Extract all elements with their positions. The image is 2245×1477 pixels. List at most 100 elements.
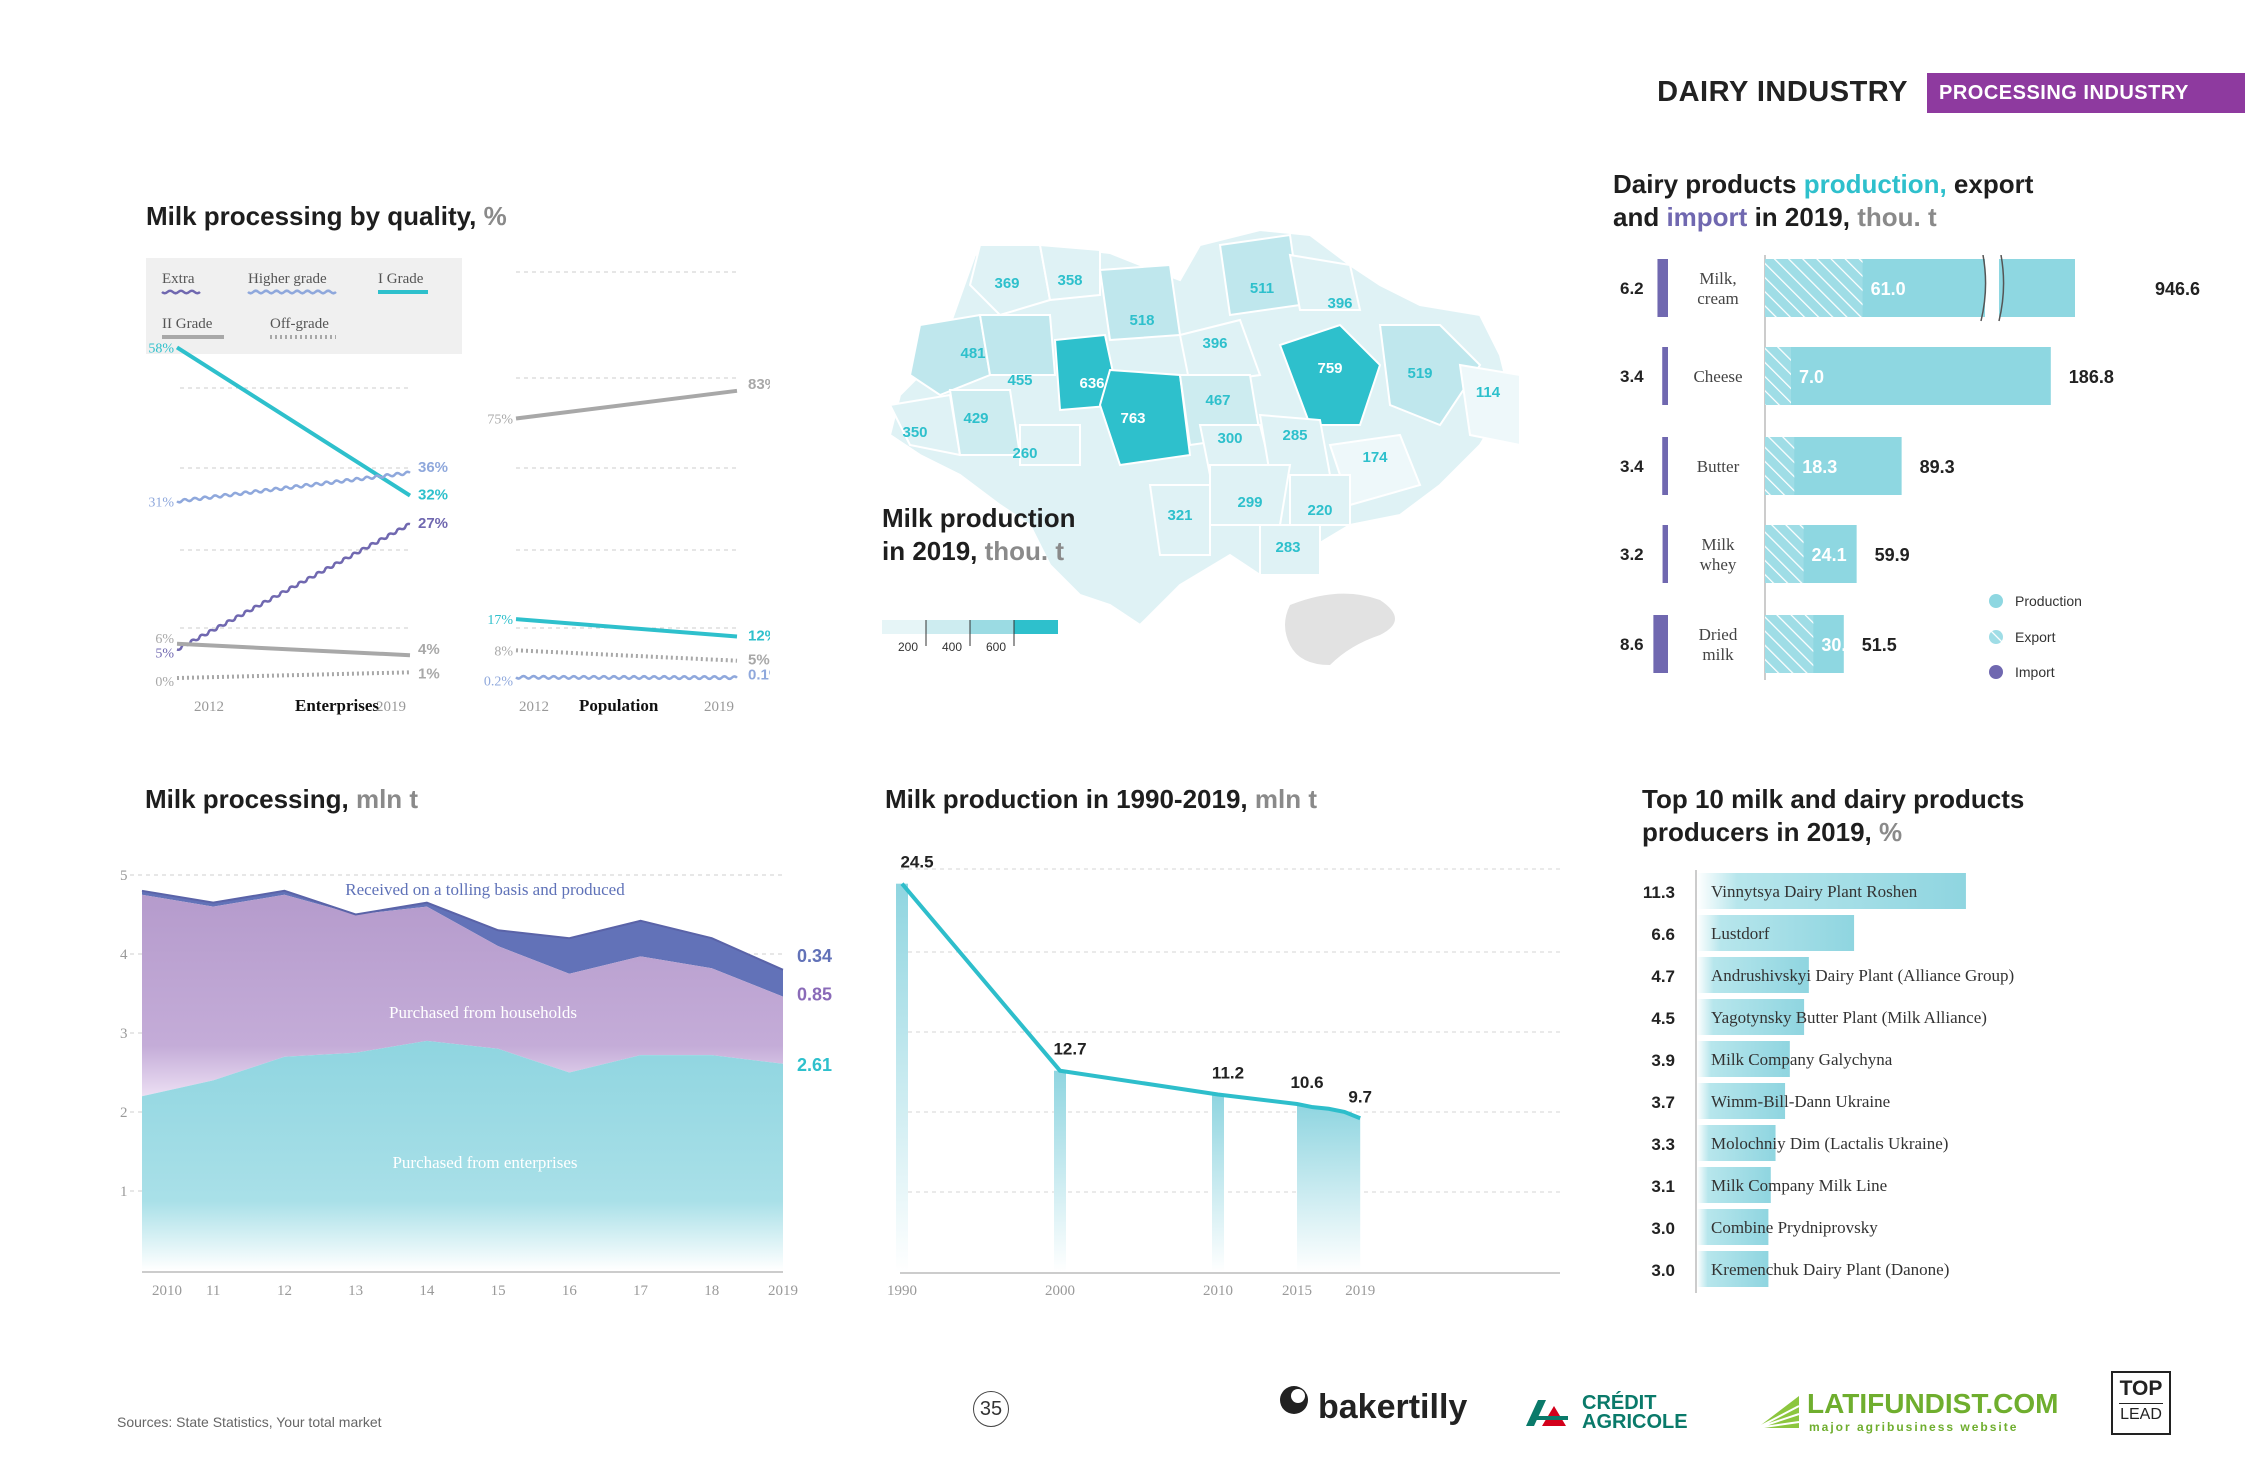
year-column (1054, 1070, 1066, 1272)
map-region-220 (1289, 474, 1351, 526)
legend-iigrade: II Grade (162, 316, 213, 332)
import-value: 3.4 (1620, 457, 1644, 476)
legend-higher: Higher grade (248, 271, 327, 287)
pop-end-label: 0.1% (748, 667, 770, 684)
processing-title: Milk processing, mln t (145, 783, 418, 816)
map-regions (888, 228, 1520, 665)
ent-label: Enterprises (295, 696, 379, 715)
export-value: 30.2 (1821, 635, 1856, 655)
series-line-extra (161, 289, 201, 295)
top10-company: Wimm-Bill-Dann Ukraine (1711, 1092, 1890, 1111)
top10-value: 6.6 (1651, 925, 1675, 944)
series-line-higher-grade (247, 289, 337, 295)
dairy-category: Butter (1697, 457, 1740, 476)
toplead-logo: TOP LEAD (2111, 1371, 2171, 1435)
bakertilly-icon (1280, 1386, 1308, 1414)
ent-start-label: 5% (155, 647, 174, 662)
x-tick: 16 (562, 1283, 578, 1299)
ent-end-label: 4% (418, 641, 440, 658)
processing-areas (141, 889, 784, 1270)
latifundist-logo: LATIFUNDIST.COM major agribusiness websi… (1755, 1388, 2075, 1438)
region-value-285: 285 (1282, 427, 1307, 444)
area-tolling (142, 890, 783, 997)
ent-start-label: 6% (155, 632, 174, 647)
map-region-114 (1458, 363, 1520, 447)
ent-end-label: 32% (418, 487, 448, 504)
legend-extra: Extra (162, 271, 195, 287)
top10-bar (1697, 999, 1805, 1035)
y-tick: 1 (120, 1184, 128, 1200)
top10-title-unit: % (1878, 817, 1903, 847)
label-enterprises: Purchased from enterprises (392, 1153, 577, 1172)
ent-start-label: 58% (148, 341, 174, 356)
dairy-category: cream (1697, 289, 1739, 308)
series-line-off-grade (515, 648, 738, 663)
region-value-350: 350 (902, 424, 927, 441)
legend-igrade: I Grade (378, 271, 424, 287)
area-households (142, 894, 783, 1097)
quality-title: Milk processing by quality, % (146, 200, 507, 233)
map-scale: 200 400 600 (882, 620, 1058, 654)
dairy-title-year: in 2019, (1747, 202, 1858, 232)
dairy-category: Milk, (1699, 269, 1736, 288)
agricole-text: AGRICOLE (1582, 1411, 1688, 1433)
x-tick: 17 (633, 1283, 649, 1299)
ukraine-map: 369 358 518 511 396 481 455 636 396 759 519 114 350 4… (888, 228, 1520, 665)
axis-break (1985, 255, 1999, 321)
legend-import: Import (2015, 664, 2055, 680)
map-region-369 (968, 244, 1052, 317)
quality-title-unit: % (483, 201, 507, 231)
toplead-lead: LEAD (2119, 1403, 2163, 1424)
map-title-line1: Milk production (882, 503, 1076, 533)
map-region-283 (1259, 524, 1321, 576)
section-badge: PROCESSING INDUSTRY (1927, 73, 2245, 113)
production-value-label: 9.7 (1348, 1087, 1372, 1106)
region-value-763: 763 (1120, 410, 1145, 427)
map-title-line2: in 2019, (882, 536, 985, 566)
pop-year-end: 2019 (704, 699, 734, 715)
ent-year-end: 2019 (376, 699, 406, 715)
ent-end-label: 36% (418, 459, 448, 476)
scale-step-3 (970, 620, 1014, 634)
production-value: 51.5 (1862, 635, 1897, 655)
series-line-off-grade (176, 670, 411, 680)
export-value: 61.0 (1871, 279, 1906, 299)
enterprises-chart: 58% 32% 31% 36% 5% 27% 6% 4% 0% 1% (148, 341, 448, 690)
label-households: Purchased from households (389, 1003, 577, 1022)
section-title: DAIRY INDUSTRY (1657, 76, 1908, 108)
import-value: 3.4 (1620, 367, 1644, 386)
top10-bar (1697, 1251, 1769, 1287)
production-value: 946.6 (2155, 279, 2200, 299)
credit-text: CRÉDIT (1582, 1392, 1657, 1414)
region-value-396: 396 (1202, 335, 1227, 352)
dairy-bars: 6.2 Milk,cream 61.0 946.6 3.4 Cheese 7.0 186.8 3… (1620, 255, 2200, 680)
top10-bar (1697, 1209, 1769, 1245)
production-bar (1765, 347, 2051, 405)
map-region-358 (1038, 243, 1101, 302)
production-value-label: 10.6 (1290, 1073, 1323, 1092)
import-value: 8.6 (1620, 635, 1644, 654)
map-region-values: 369 358 518 511 396 481 455 636 396 759 519 114 350 4… (902, 272, 1500, 556)
series-line-i-grade (175, 345, 412, 498)
top10-value: 4.7 (1651, 967, 1675, 986)
pop-label: Population (579, 696, 659, 715)
import-bar (1653, 615, 1668, 673)
top10-bar (1697, 1041, 1790, 1077)
production-chart-body: 24.5 12.7 11.2 10.6 9.7 1990 2000 2010 2015 2019 (887, 853, 1560, 1299)
production-value: 89.3 (1920, 457, 1955, 477)
dairy-title-import: import (1666, 202, 1748, 232)
import-bar (1662, 347, 1668, 405)
dairy-title-unit: thou. t (1857, 202, 1937, 232)
map-region-396 (1178, 318, 1262, 387)
area-enterprises (142, 1040, 783, 1270)
end-value-label: 2.61 (797, 1055, 832, 1075)
top10-bar (1697, 873, 1966, 909)
region-value-358: 358 (1057, 272, 1082, 289)
map-region-260 (1019, 424, 1081, 466)
export-bar (1765, 437, 1795, 495)
dairy-category: whey (1700, 555, 1737, 574)
legend-export: Export (2015, 629, 2056, 645)
region-value-114: 114 (1476, 384, 1501, 401)
